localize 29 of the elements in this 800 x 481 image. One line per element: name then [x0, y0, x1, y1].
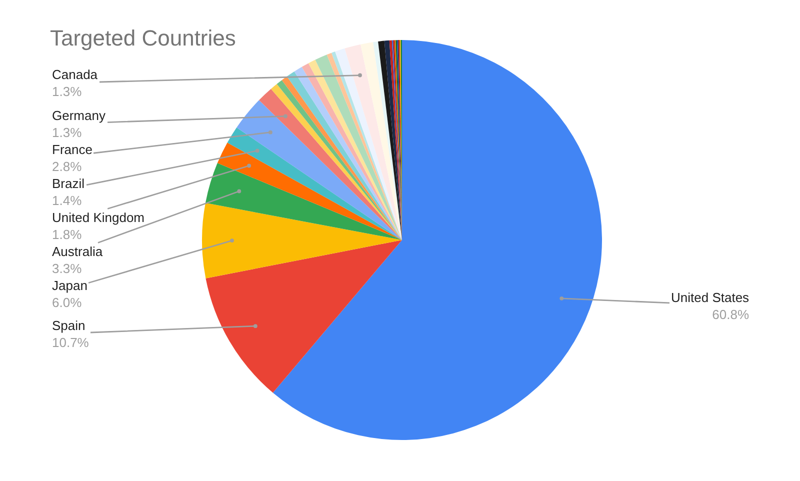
pie-slice: [217, 142, 402, 240]
pie-slice: [384, 40, 402, 240]
data-label: 3.3%: [52, 260, 82, 276]
pie-slice: [205, 163, 402, 240]
pie-slice: [378, 40, 402, 240]
chart-title: Targeted Countries: [50, 26, 236, 51]
data-label: 60.8%: [712, 306, 750, 322]
slice-label: Japan: [52, 278, 88, 293]
slice-label: France: [52, 142, 92, 157]
pie-slice: [236, 100, 402, 240]
slice-label: Spain: [52, 318, 86, 333]
data-label: 1.3%: [52, 84, 82, 99]
pie-slice: [344, 44, 402, 240]
slice-label: Germany: [52, 108, 106, 123]
data-label: 6.0%: [52, 294, 82, 310]
pie-slice: [272, 40, 602, 440]
slice-label: United Kingdom: [52, 210, 144, 225]
pie-slice: [227, 128, 402, 240]
pie-slice: [202, 202, 402, 278]
pie-slice: [206, 240, 402, 393]
slice-label: Canada: [52, 67, 98, 82]
data-label: 1.3%: [52, 124, 82, 140]
slice-label: United States: [671, 290, 750, 305]
data-label: 1.8%: [52, 226, 82, 242]
slice-label: Australia: [52, 244, 104, 259]
data-label: 1.4%: [52, 192, 82, 208]
data-label: 10.7%: [52, 334, 90, 350]
slice-label: Brazil: [52, 176, 85, 191]
data-label: 2.8%: [52, 158, 82, 174]
